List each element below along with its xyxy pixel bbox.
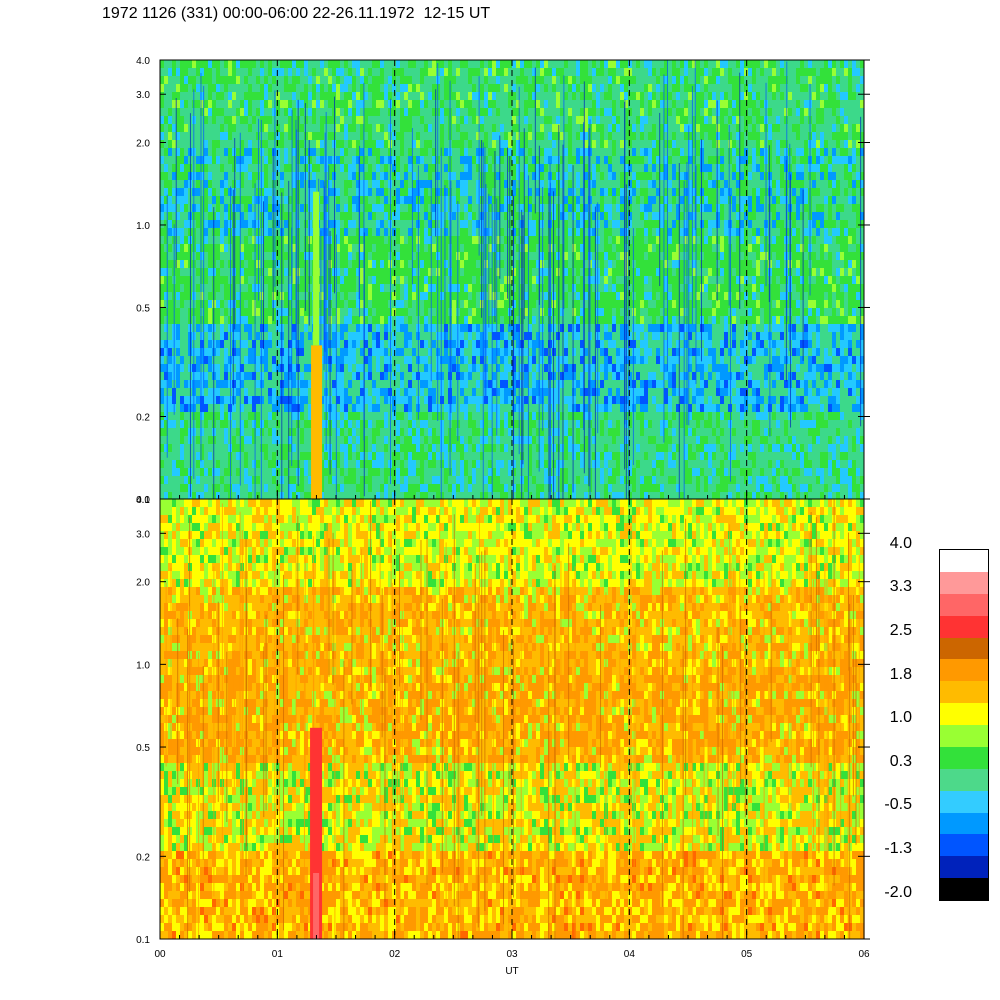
y-tick-label: 0.5: [136, 303, 150, 314]
upper-spectrogram: [160, 60, 864, 500]
colorbar-segment: [940, 812, 988, 835]
lower-spectrogram: [160, 499, 865, 939]
y-tick-label: 4.0: [136, 495, 150, 506]
y-tick-label: 1.0: [136, 221, 150, 232]
colorbar-segment: [940, 681, 988, 704]
colorbar-label: 1.8: [889, 666, 912, 683]
x-tick-label: 00: [154, 949, 166, 960]
y-tick-label: 0.5: [136, 743, 150, 754]
colorbar-segment: [940, 725, 988, 748]
colorbar-label: 2.5: [889, 622, 912, 639]
colorbar-segment: [940, 768, 988, 792]
x-tick-label: 04: [624, 949, 636, 960]
y-tick-label: 0.2: [136, 852, 150, 863]
colorbar-label: 3.3: [889, 578, 912, 595]
x-tick-label: 02: [389, 949, 401, 960]
y-tick-label: 0.1: [136, 495, 150, 506]
colorbar-label: 4.0: [889, 535, 912, 552]
colorbar-segment: [940, 703, 988, 726]
y-tick-label: 1.0: [136, 660, 150, 671]
x-tick-label: 06: [858, 949, 870, 960]
colorbar-segment: [940, 550, 988, 573]
colorbar-label: 0.3: [889, 753, 912, 770]
x-tick-label: 01: [272, 949, 284, 960]
colorbar: [939, 549, 989, 901]
x-tick-label: 03: [506, 949, 518, 960]
colorbar-segment: [940, 834, 988, 857]
colorbar-label: -1.3: [884, 840, 912, 857]
colorbar-segment: [940, 856, 988, 879]
colorbar-segment: [940, 659, 988, 682]
x-tick-label: 05: [741, 949, 753, 960]
colorbar-label: -2.0: [884, 884, 912, 901]
y-tick-label: 2.0: [136, 138, 150, 149]
page-title: 1972 1126 (331) 00:00-06:00 22-26.11.197…: [102, 5, 491, 22]
y-tick-label: 0.2: [136, 413, 150, 424]
colorbar-label: -0.5: [884, 796, 912, 813]
y-tick-label: 2.0: [136, 578, 150, 589]
colorbar-segment: [940, 615, 988, 638]
colorbar-segment: [940, 790, 988, 813]
y-tick-label: 3.0: [136, 529, 150, 540]
y-tick-label: 0.1: [136, 935, 150, 946]
colorbar-label: 1.0: [889, 709, 912, 726]
colorbar-segment: [940, 746, 988, 770]
y-tick-label: 3.0: [136, 90, 150, 101]
colorbar-segment: [940, 593, 988, 617]
y-tick-label: 4.0: [136, 56, 150, 67]
colorbar-segment: [940, 637, 988, 660]
colorbar-segment: [940, 571, 988, 595]
x-axis-label: UT: [505, 966, 518, 977]
colorbar-segment: [940, 878, 988, 901]
